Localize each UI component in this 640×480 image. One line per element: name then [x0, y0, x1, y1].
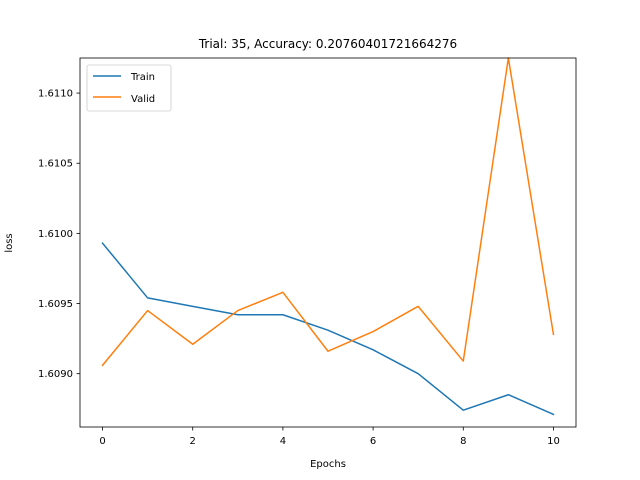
x-tick-label: 10 — [547, 436, 560, 447]
series-line-train — [101, 242, 555, 416]
axes-frame — [79, 57, 577, 428]
legend-label-train: Train — [130, 72, 155, 83]
legend: Train Valid — [86, 64, 172, 112]
x-tick-label: 6 — [370, 436, 376, 447]
y-tick-label: 1.6110 — [38, 89, 73, 100]
x-axis-label: Epochs — [310, 459, 346, 470]
y-axis-ticks: 1.6090 1.6095 1.6100 1.6105 1.6110 — [38, 89, 80, 380]
x-tick-label: 8 — [460, 436, 466, 447]
x-tick-label: 4 — [280, 436, 286, 447]
legend-box — [86, 64, 172, 112]
legend-label-valid: Valid — [131, 94, 155, 105]
y-axis-label: loss — [4, 233, 15, 252]
x-tick-label: 2 — [190, 436, 196, 447]
series-layer — [101, 57, 555, 416]
series-line-valid — [101, 57, 555, 367]
y-tick-label: 1.6095 — [38, 299, 73, 310]
chart-title: Trial: 35, Accuracy: 0.20760401721664276 — [198, 37, 457, 51]
x-axis-ticks: 0 2 4 6 8 10 — [99, 427, 560, 447]
x-tick-label: 0 — [99, 436, 105, 447]
y-tick-label: 1.6090 — [38, 369, 73, 380]
y-tick-label: 1.6100 — [38, 229, 73, 240]
y-tick-label: 1.6105 — [38, 159, 73, 170]
